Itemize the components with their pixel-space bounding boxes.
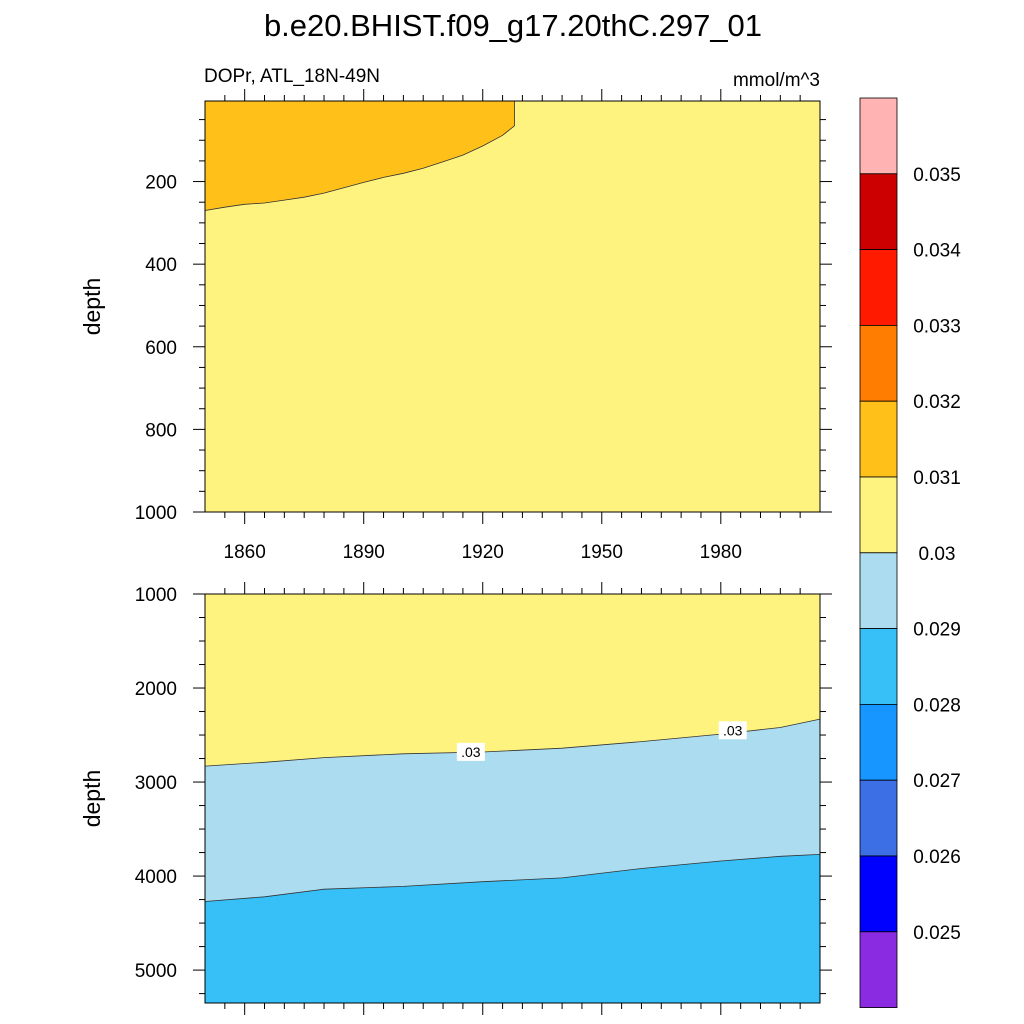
left-subtitle: DOPr, ATL_18N-49N — [204, 66, 380, 87]
band-0-028-0-029 — [205, 854, 820, 1003]
colorbar: 0.035 0.034 0.033 0.032 0.031 0.03 0.029 0.028 0… — [859, 97, 961, 1008]
x-tick-label: 1890 — [343, 542, 385, 563]
y-axis-label: depth — [79, 770, 105, 828]
contour-label: .03 — [723, 722, 743, 738]
contour-line-0-03 — [204, 718, 821, 767]
colorbar-label: 0.025 — [913, 923, 961, 944]
colorbar-label: 0.029 — [913, 620, 961, 641]
plot-frame — [204, 593, 821, 1004]
colorbar-label: 0.026 — [913, 847, 961, 868]
y-tick-label: 3000 — [135, 773, 177, 794]
x-tick-label: 1950 — [581, 542, 623, 563]
region-0-031-0-032 — [204, 100, 515, 211]
colorbar-box — [859, 97, 898, 175]
y-tick-label: 2000 — [135, 679, 177, 700]
y-axis-label: depth — [79, 278, 105, 336]
y-tick-label: 200 — [145, 173, 177, 194]
y-tick-label: 4000 — [135, 867, 177, 888]
band-0-029-0-030 — [205, 719, 820, 902]
y-tick-label: 800 — [145, 420, 177, 441]
band-0-030-0-031 — [205, 594, 820, 767]
colorbar-box — [859, 855, 898, 933]
colorbar-box — [859, 628, 898, 705]
colorbar-box — [859, 249, 898, 326]
contour-line-0-029 — [204, 854, 821, 902]
y-tick-label: 1000 — [135, 503, 177, 524]
x-tick-label: 1920 — [462, 542, 504, 563]
colorbar-box — [859, 400, 898, 478]
colorbar-box — [859, 552, 898, 629]
figure-title: b.e20.BHIST.f09_g17.20thC.297_01 — [264, 8, 762, 43]
y-tick-label: 400 — [145, 255, 177, 276]
colorbar-box — [859, 324, 898, 402]
y-tick-label: 600 — [145, 338, 177, 359]
contour-label: .03 — [461, 744, 481, 760]
units-label: mmol/m^3 — [733, 70, 820, 91]
x-tick-label: 1980 — [700, 542, 742, 563]
colorbar-label: 0.027 — [913, 771, 961, 792]
colorbar-box — [859, 779, 898, 857]
colorbar-label: 0.028 — [913, 695, 961, 716]
contour-label-box — [456, 742, 485, 761]
lower-panel: .03 .03 1000 2000 3000 4000 5000 depth — [79, 582, 832, 1015]
colorbar-label: 0.035 — [913, 165, 961, 186]
x-tick-label: 1860 — [224, 542, 266, 563]
colorbar-label: 0.033 — [913, 316, 961, 337]
colorbar-box — [859, 173, 898, 251]
contour-label-box — [718, 721, 747, 740]
colorbar-label: 0.03 — [919, 544, 956, 565]
y-tick-label: 1000 — [135, 585, 177, 606]
plot-frame — [204, 100, 821, 513]
y-tick-label: 5000 — [135, 961, 177, 982]
colorbar-label: 0.031 — [913, 468, 961, 489]
colorbar-label: 0.034 — [913, 241, 961, 262]
colorbar-box — [859, 476, 898, 554]
upper-panel: 1860 1890 1920 1950 1980 200 400 600 800 1000 dept… — [79, 89, 832, 563]
colorbar-box — [859, 704, 898, 781]
colorbar-label: 0.032 — [913, 392, 961, 413]
colorbar-box — [859, 931, 898, 1008]
